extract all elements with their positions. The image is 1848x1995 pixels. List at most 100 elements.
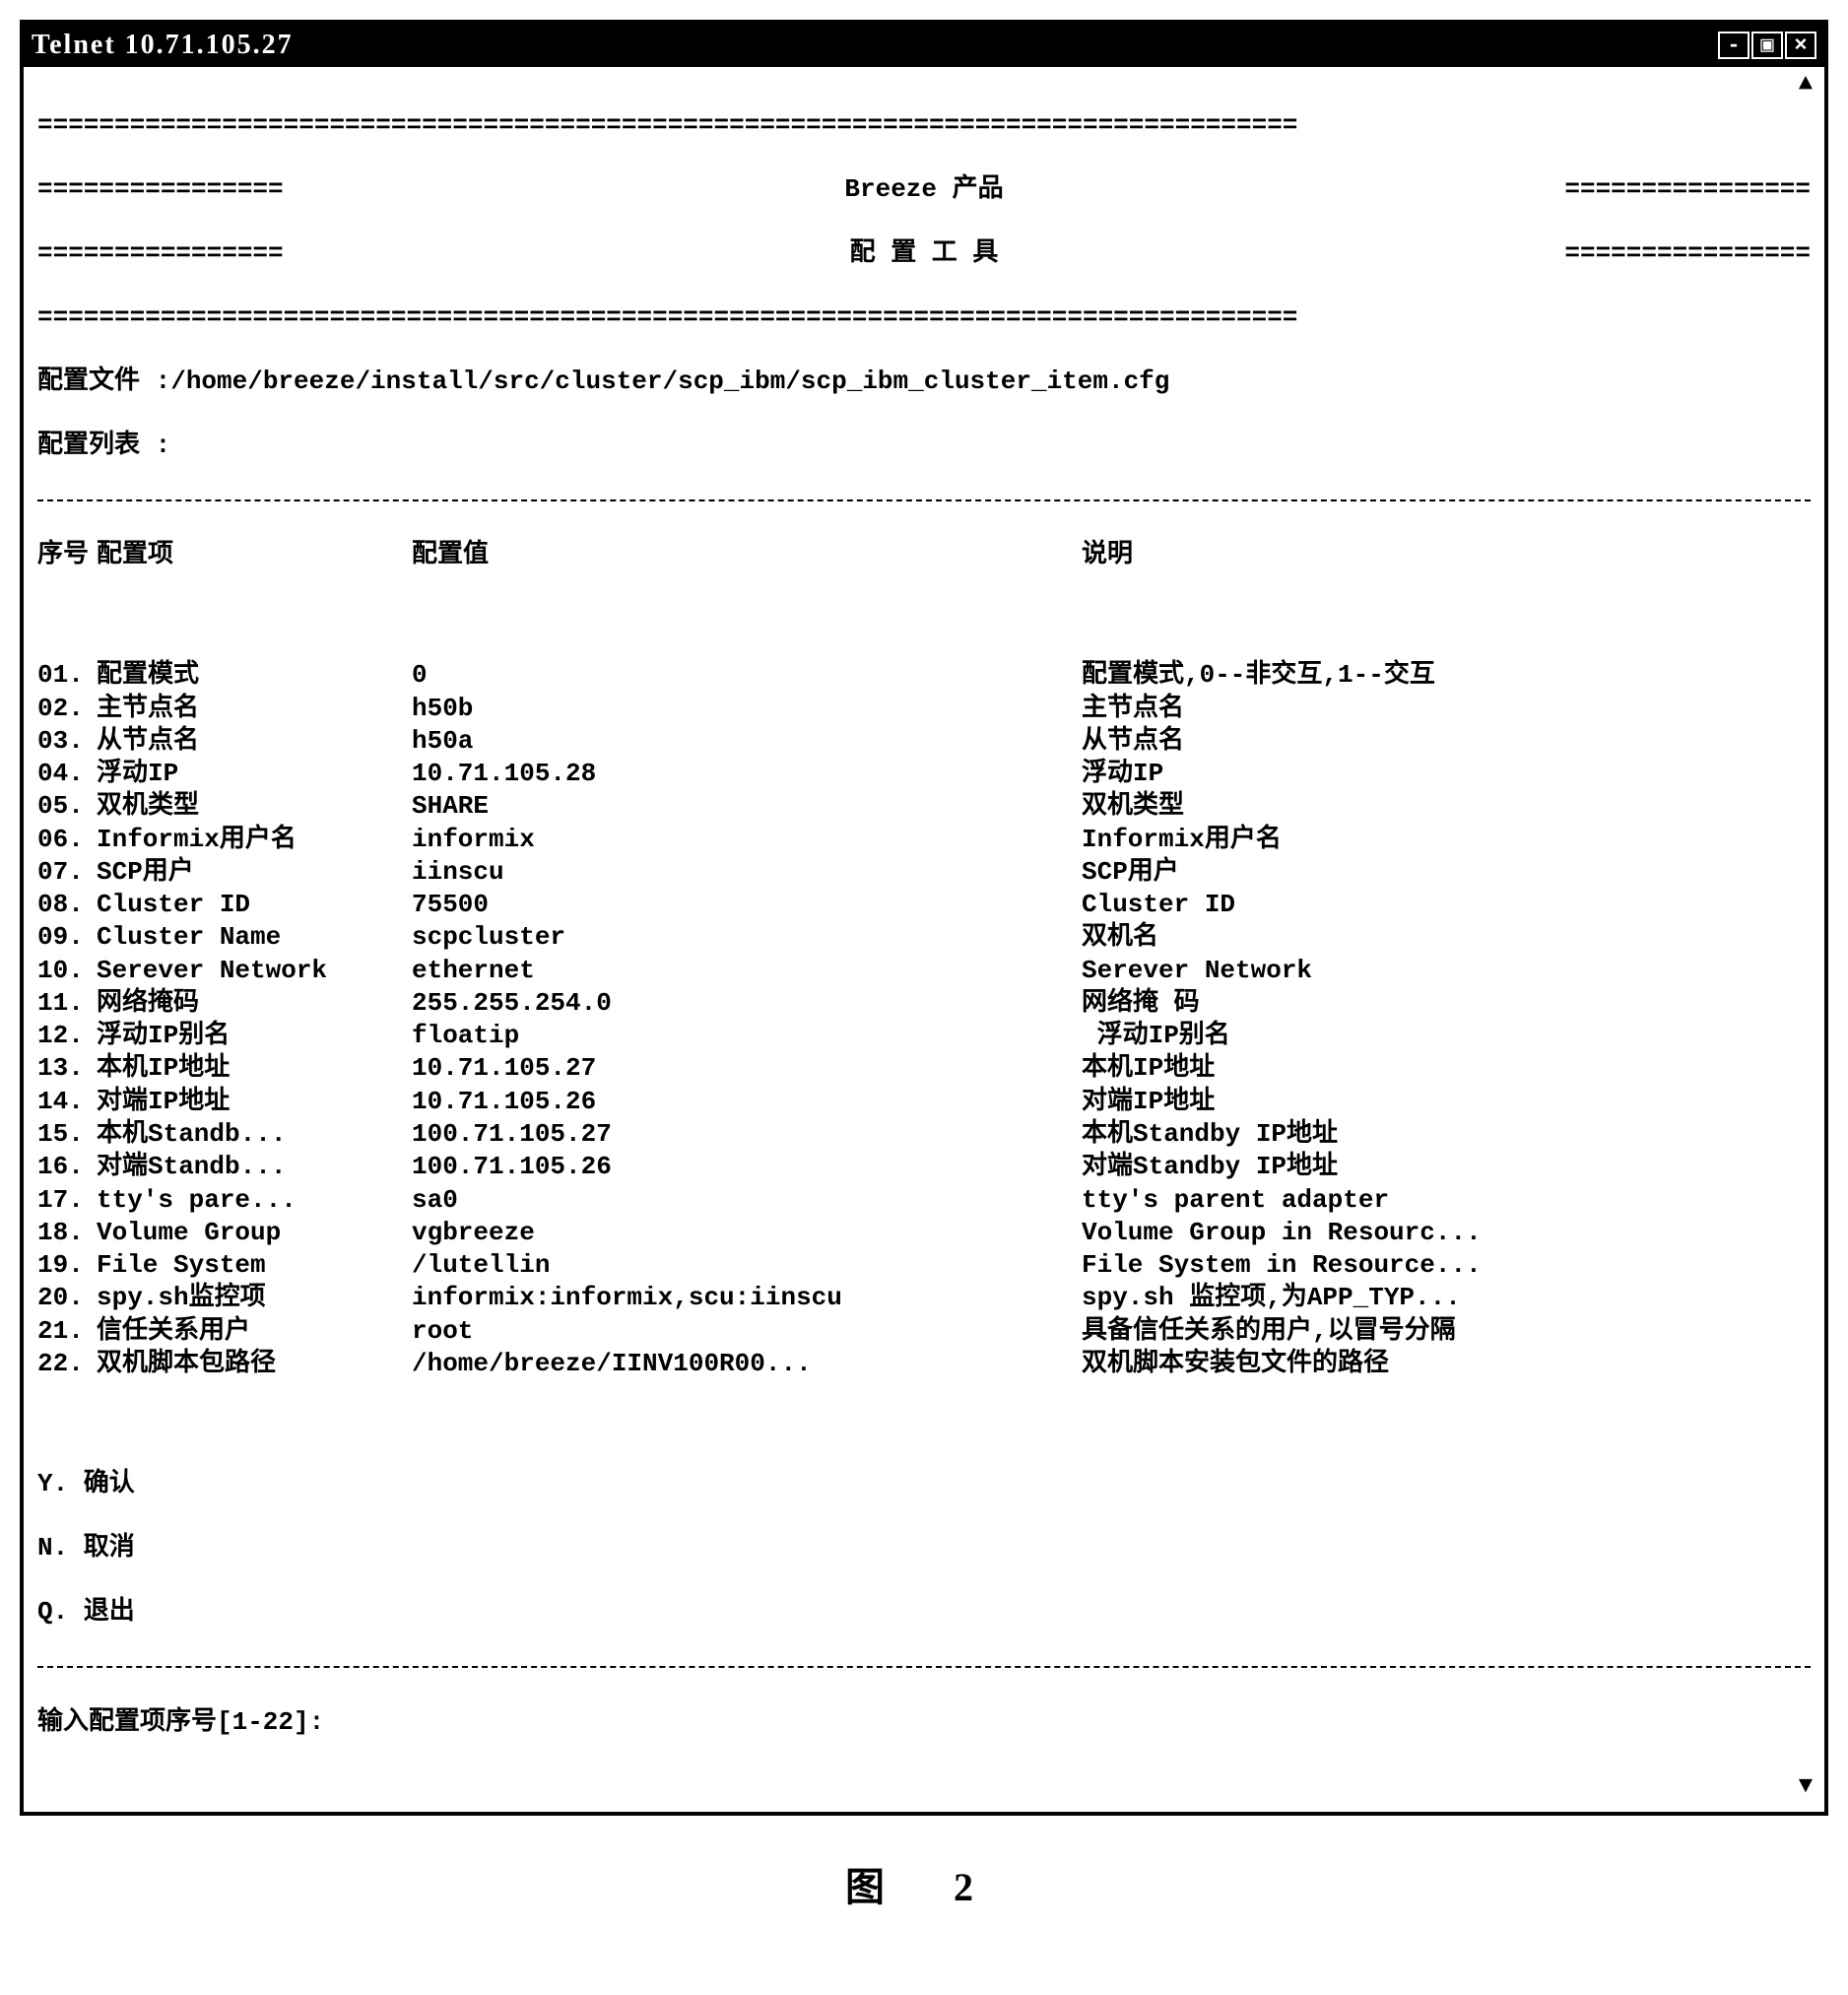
row-val: vgbreeze	[412, 1217, 1082, 1249]
row-val: informix	[412, 824, 1082, 856]
row-val: floatip	[412, 1020, 1082, 1052]
row-item: Cluster ID	[97, 889, 412, 921]
header-val: 配置值	[412, 539, 1082, 571]
row-val: informix:informix,scu:iinscu	[412, 1282, 1082, 1314]
row-num: 22.	[37, 1348, 97, 1380]
eq-right2: ================	[1564, 237, 1811, 270]
config-file-path: /home/breeze/install/src/cluster/scp_ibm…	[170, 366, 1169, 396]
config-list-label: 配置列表 :	[37, 430, 1811, 462]
row-desc: Informix用户名	[1082, 824, 1811, 856]
row-item: tty's pare...	[97, 1184, 412, 1217]
table-row[interactable]: 06.Informix用户名informixInformix用户名	[37, 824, 1811, 856]
table-row[interactable]: 17.tty's pare...sa0tty's parent adapter	[37, 1184, 1811, 1217]
row-num: 05.	[37, 790, 97, 823]
banner-title1: Breeze 产品	[284, 173, 1565, 206]
row-num: 07.	[37, 856, 97, 889]
eq-right: ================	[1564, 173, 1811, 206]
row-desc: 从节点名	[1082, 725, 1811, 758]
row-num: 17.	[37, 1184, 97, 1217]
row-desc: 主节点名	[1082, 693, 1811, 725]
row-num: 15.	[37, 1118, 97, 1151]
config-file-label: 配置文件 :	[37, 366, 170, 396]
config-rows: 01.配置模式0配置模式,0--非交互,1--交互02.主节点名h50b主节点名…	[37, 659, 1811, 1380]
table-row[interactable]: 21.信任关系用户root具备信任关系的用户,以冒号分隔	[37, 1315, 1811, 1348]
maximize-button[interactable]: ▣	[1751, 32, 1783, 59]
row-val: 10.71.105.27	[412, 1052, 1082, 1085]
row-num: 12.	[37, 1020, 97, 1052]
row-num: 06.	[37, 824, 97, 856]
table-row[interactable]: 08.Cluster ID75500Cluster ID	[37, 889, 1811, 921]
row-val: /lutellin	[412, 1249, 1082, 1282]
row-num: 11.	[37, 987, 97, 1020]
row-num: 13.	[37, 1052, 97, 1085]
table-row[interactable]: 19.File System/lutellinFile System in Re…	[37, 1249, 1811, 1282]
table-row[interactable]: 03.从节点名h50a从节点名	[37, 725, 1811, 758]
row-desc: 对端Standby IP地址	[1082, 1151, 1811, 1183]
row-val: scpcluster	[412, 921, 1082, 954]
row-desc: SCP用户	[1082, 856, 1811, 889]
row-num: 20.	[37, 1282, 97, 1314]
choice-n[interactable]: N. 取消	[37, 1532, 1811, 1564]
table-row[interactable]: 10.Serever NetworkethernetSerever Networ…	[37, 955, 1811, 987]
row-item: 信任关系用户	[97, 1315, 412, 1348]
table-row[interactable]: 18.Volume GroupvgbreezeVolume Group in R…	[37, 1217, 1811, 1249]
row-desc: 浮动IP别名	[1082, 1020, 1811, 1052]
row-num: 03.	[37, 725, 97, 758]
row-desc: 浮动IP	[1082, 758, 1811, 790]
table-row[interactable]: 05.双机类型SHARE双机类型	[37, 790, 1811, 823]
table-row[interactable]: 16.对端Standb...100.71.105.26对端Standby IP地…	[37, 1151, 1811, 1183]
row-desc: 对端IP地址	[1082, 1086, 1811, 1118]
table-row[interactable]: 13.本机IP地址10.71.105.27本机IP地址	[37, 1052, 1811, 1085]
row-val: h50a	[412, 725, 1082, 758]
table-row[interactable]: 02.主节点名h50b主节点名	[37, 693, 1811, 725]
row-item: 从节点名	[97, 725, 412, 758]
row-num: 04.	[37, 758, 97, 790]
table-row[interactable]: 01.配置模式0配置模式,0--非交互,1--交互	[37, 659, 1811, 692]
prompt-line[interactable]: 输入配置项序号[1-22]:	[37, 1706, 1811, 1739]
choice-y[interactable]: Y. 确认	[37, 1468, 1811, 1500]
row-num: 10.	[37, 955, 97, 987]
row-desc: 具备信任关系的用户,以冒号分隔	[1082, 1315, 1811, 1348]
row-num: 01.	[37, 659, 97, 692]
row-num: 16.	[37, 1151, 97, 1183]
eq-line-top: ========================================…	[37, 109, 1811, 142]
row-item: 本机IP地址	[97, 1052, 412, 1085]
table-row[interactable]: 15.本机Standb...100.71.105.27本机Standby IP地…	[37, 1118, 1811, 1151]
scroll-down-icon[interactable]: ▼	[1793, 1773, 1818, 1800]
table-row[interactable]: 12.浮动IP别名floatip 浮动IP别名	[37, 1020, 1811, 1052]
choice-q[interactable]: Q. 退出	[37, 1596, 1811, 1629]
table-row[interactable]: 20.spy.sh监控项informix:informix,scu:iinscu…	[37, 1282, 1811, 1314]
table-row[interactable]: 14.对端IP地址10.71.105.26对端IP地址	[37, 1086, 1811, 1118]
row-desc: Cluster ID	[1082, 889, 1811, 921]
dash-top	[37, 499, 1811, 501]
row-num: 09.	[37, 921, 97, 954]
header-desc: 说明	[1082, 539, 1811, 571]
row-item: 对端IP地址	[97, 1086, 412, 1118]
terminal-content: ========================================…	[24, 67, 1824, 1812]
banner-row2: ================ 配 置 工 具 ===============…	[37, 237, 1811, 270]
row-desc: 网络掩 码	[1082, 987, 1811, 1020]
close-button[interactable]: ×	[1785, 32, 1816, 59]
table-row[interactable]: 11.网络掩码255.255.254.0网络掩 码	[37, 987, 1811, 1020]
row-val: 75500	[412, 889, 1082, 921]
eq-line-bottom: ========================================…	[37, 301, 1811, 334]
minimize-button[interactable]: -	[1718, 32, 1749, 59]
row-val: root	[412, 1315, 1082, 1348]
table-row[interactable]: 22.双机脚本包路径/home/breeze/IINV100R00...双机脚本…	[37, 1348, 1811, 1380]
header-item: 配置项	[97, 539, 412, 571]
row-desc: tty's parent adapter	[1082, 1184, 1811, 1217]
banner-row1: ================ Breeze 产品 =============…	[37, 173, 1811, 206]
row-item: Informix用户名	[97, 824, 412, 856]
row-desc: 本机Standby IP地址	[1082, 1118, 1811, 1151]
row-num: 14.	[37, 1086, 97, 1118]
row-val: 0	[412, 659, 1082, 692]
row-item: 配置模式	[97, 659, 412, 692]
row-item: 浮动IP	[97, 758, 412, 790]
row-num: 08.	[37, 889, 97, 921]
row-desc: Volume Group in Resourc...	[1082, 1217, 1811, 1249]
table-row[interactable]: 04.浮动IP10.71.105.28浮动IP	[37, 758, 1811, 790]
table-row[interactable]: 09.Cluster Namescpcluster双机名	[37, 921, 1811, 954]
row-val: sa0	[412, 1184, 1082, 1217]
row-item: 双机类型	[97, 790, 412, 823]
table-row[interactable]: 07.SCP用户iinscuSCP用户	[37, 856, 1811, 889]
